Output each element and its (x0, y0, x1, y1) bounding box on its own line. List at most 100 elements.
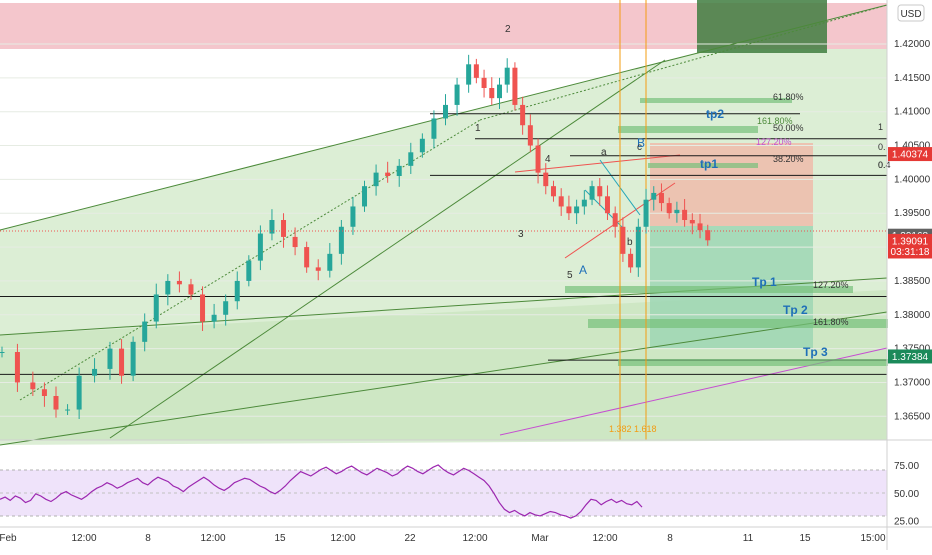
candle-body (338, 226, 344, 254)
wave-label: 2 (505, 24, 511, 35)
wave-label: 4 (545, 154, 551, 165)
candle-body (385, 172, 391, 176)
candle-body (473, 64, 479, 78)
candle-body (628, 253, 634, 268)
time-axis[interactable]: Feb 12:00 8 12:00 15 12:00 22 12:00 Mar 12:00 8 11 1… (0, 533, 886, 544)
fib-label: 50.00% (773, 123, 804, 133)
candle-body (153, 294, 159, 322)
candle-body (431, 118, 437, 139)
candle-body (30, 382, 36, 390)
time-tick-label: 12:00 (330, 533, 355, 544)
fib-bars (565, 98, 888, 366)
candle-body (350, 206, 356, 227)
candle-body (281, 220, 287, 237)
price-badge (888, 244, 932, 259)
candle-body (581, 199, 587, 207)
candle-body (327, 253, 333, 271)
price-tick-label: 1.38000 (894, 310, 931, 321)
candle-body (292, 236, 298, 248)
price-badge-label: 1.37384 (892, 352, 929, 363)
time-tick-label: 8 (145, 533, 151, 544)
wave-label: A (579, 263, 587, 277)
candle-body (211, 314, 217, 322)
currency-badge[interactable] (897, 4, 925, 22)
candle-body (142, 321, 148, 342)
time-tick-label: 12:00 (592, 533, 617, 544)
time-tick-label: Feb (0, 533, 17, 544)
candle-body (165, 280, 171, 295)
price-axis[interactable]: 1.42000 1.41500 1.41000 1.40500 1.40000 1.395… (888, 39, 932, 422)
candle-body (504, 67, 510, 85)
candle-body (269, 220, 275, 234)
fib-edge-label: 0.4 (878, 160, 891, 170)
annotations: 2 1 4 3 5 Aa b Bc tp2 tp1 Tp 1 Tp 2 Tp 3 61.80% 161.80… (475, 24, 891, 434)
candle-body (566, 206, 572, 214)
target-label: tp2 (706, 107, 724, 121)
candle-body (620, 226, 626, 254)
candle-body (419, 138, 425, 153)
fib-label: 127.20% (813, 280, 849, 290)
time-tick-label: 12:00 (71, 533, 96, 544)
candle-body (234, 280, 240, 302)
candle-body (543, 172, 549, 187)
price-badge-label: 03:31:18 (891, 247, 930, 258)
currency-label: USD (900, 9, 921, 20)
target-zone-box (697, 0, 827, 53)
candle-body (512, 67, 518, 105)
time-tick-label: 12:00 (462, 533, 487, 544)
wave-label: a (601, 147, 607, 158)
candle-body (454, 84, 460, 105)
candle-body (612, 213, 618, 227)
candle-body (527, 125, 533, 146)
fib-edge-label: 1 (878, 122, 883, 132)
candle-body (697, 223, 703, 231)
time-tick-label: 15:00 (860, 533, 885, 544)
candle-body (107, 348, 113, 369)
candle-body (396, 165, 402, 176)
candle-body (520, 104, 526, 126)
price-tick-label: 1.37000 (894, 377, 931, 388)
candle-body (188, 284, 194, 295)
candlestick-series (0, 54, 711, 420)
time-tick-label: 8 (667, 533, 673, 544)
candle-body (574, 206, 580, 214)
rsi-axis: 75.00 50.00 25.00 (894, 461, 919, 527)
fib-time-label: 1.618 (634, 424, 657, 434)
time-tick-label: 15 (799, 533, 811, 544)
time-tick-label: 12:00 (200, 533, 225, 544)
candle-body (14, 352, 20, 383)
rsi-line (0, 464, 643, 519)
time-tick-label: 15 (274, 533, 286, 544)
candle-body (651, 192, 657, 200)
price-badge-label: 1.40374 (892, 150, 929, 161)
candle-body (76, 375, 82, 410)
candle-body (65, 409, 71, 411)
target-label: Tp 3 (803, 345, 828, 359)
candle-body (597, 186, 603, 197)
wave-label: b (627, 237, 633, 248)
target-label: Tp 1 (752, 275, 777, 289)
price-tick-label: 1.42000 (894, 39, 931, 50)
candle-body (643, 199, 649, 227)
fib-edge-label: 0. (878, 160, 886, 170)
time-tick-label: 22 (404, 533, 416, 544)
price-badge (888, 349, 932, 364)
candle-body (689, 220, 695, 224)
candle-body (257, 233, 263, 261)
candle-body (550, 186, 556, 197)
candle-body (466, 64, 472, 85)
candle-body (674, 209, 680, 214)
price-tick-label: 1.40000 (894, 174, 931, 185)
fib-label: 61.80% (773, 92, 804, 102)
wave-label: 1 (475, 123, 481, 134)
price-tick-label: 1.36500 (894, 411, 931, 422)
candle-body (635, 226, 641, 268)
candle-body (408, 152, 414, 166)
candle-body (666, 203, 672, 214)
wave-label: B (637, 136, 645, 150)
price-tick-label: 1.41000 (894, 107, 931, 118)
fib-edge-label: 0. (878, 142, 886, 152)
candle-body (604, 196, 610, 214)
